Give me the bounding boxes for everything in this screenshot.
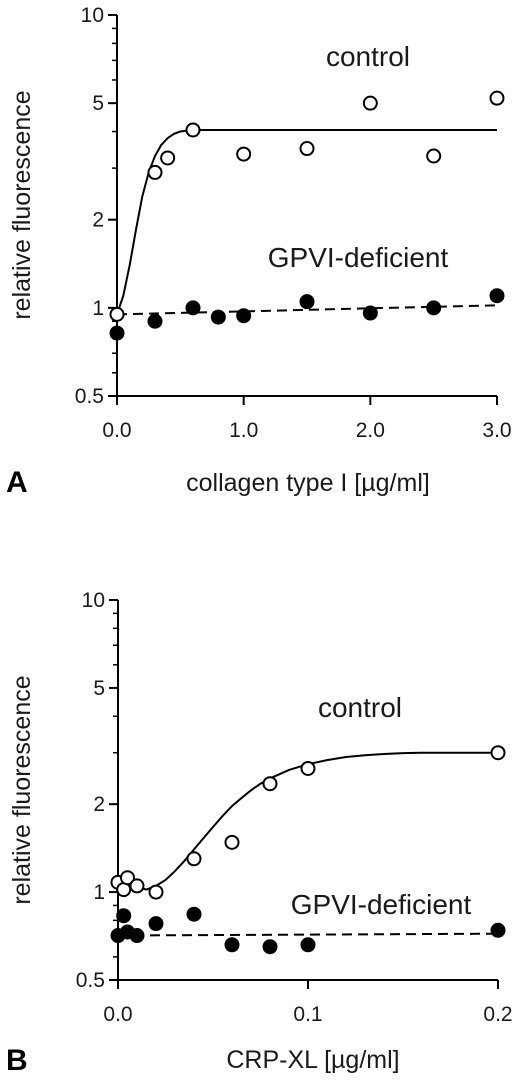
panel-b-gpvi-point bbox=[129, 928, 145, 944]
panel-b-control-fit-line bbox=[117, 751, 498, 891]
panel-b-control-point bbox=[262, 776, 278, 792]
panel-b-control-point bbox=[129, 878, 145, 894]
panel-b-x-tick-label: 0.2 bbox=[483, 1003, 512, 1026]
panel-b-x-axis-title: CRP-XL [µg/ml] bbox=[226, 1046, 399, 1074]
panel-b: relative fluorescence CRP-XL [µg/ml] con… bbox=[6, 589, 513, 1077]
panel-b-control-point bbox=[224, 834, 240, 850]
panel-b-control-point bbox=[120, 870, 135, 886]
panel-b-y-tick-label: 1 bbox=[93, 881, 105, 904]
panel-a-control-point bbox=[109, 306, 125, 322]
panel-a-gpvi-point bbox=[362, 305, 378, 321]
panel-a-x-axis-title: collagen type I [µg/ml] bbox=[186, 469, 430, 497]
panel-a-control-point bbox=[236, 146, 252, 162]
panel-b-letter: B bbox=[6, 1044, 28, 1077]
panel-a-gpvi-point bbox=[299, 294, 315, 310]
panel-a-x-tick-label: 3.0 bbox=[482, 419, 511, 442]
panel-b-control-point bbox=[186, 851, 202, 867]
panel-a-gpvi-label: GPVI-deficient bbox=[268, 242, 449, 273]
panel-a-control-fit-line bbox=[116, 129, 497, 315]
panel-b-gpvi-point bbox=[224, 937, 240, 953]
panel-a-control-point bbox=[185, 122, 201, 138]
panel-b-y-axis-title: relative fluorescence bbox=[8, 675, 36, 904]
panel-a-y-tick-label: 10 bbox=[81, 4, 104, 27]
panel-a-control-point bbox=[489, 90, 505, 106]
panel-a-x-tick-label: 0.0 bbox=[102, 419, 131, 442]
panel-b-gpvi-point bbox=[262, 939, 278, 955]
panel-b-y-tick-label: 0.5 bbox=[76, 969, 105, 992]
panel-b-gpvi-point bbox=[300, 937, 316, 953]
panel-b-gpvi-point bbox=[116, 908, 132, 924]
panel-b-y-tick-label: 2 bbox=[93, 793, 105, 816]
panel-b-gpvi-point bbox=[186, 906, 202, 922]
panel-a-x-tick-label: 1.0 bbox=[229, 419, 258, 442]
panel-a-x-tick-label: 2.0 bbox=[356, 419, 385, 442]
panel-a-y-axis-title: relative fluorescence bbox=[8, 90, 36, 319]
panel-a-letter: A bbox=[6, 466, 28, 499]
panel-a-gpvi-point bbox=[147, 313, 163, 329]
panel-a-gpvi-point bbox=[210, 309, 226, 325]
panel-a-gpvi-point bbox=[109, 325, 125, 341]
panel-a-control-label: control bbox=[326, 41, 410, 72]
panel-a-y-tick-label: 5 bbox=[92, 92, 104, 115]
panel-b-control-label: control bbox=[318, 692, 402, 723]
panel-b-y-tick-label: 10 bbox=[82, 589, 105, 612]
panel-a-y-tick-label: 2 bbox=[92, 209, 104, 232]
panel-a-y-tick-label: 1 bbox=[92, 297, 104, 320]
panel-a-gpvi-point bbox=[489, 288, 505, 304]
panel-a-y-tick-label: 0.5 bbox=[75, 385, 104, 408]
panel-a-control-point bbox=[362, 95, 378, 111]
panel-a-control-point bbox=[299, 141, 315, 157]
panel-a-control-point bbox=[160, 150, 176, 166]
panel-b-gpvi-point bbox=[148, 916, 164, 932]
panel-b-gpvi-point bbox=[490, 922, 506, 938]
panel-b-gpvi-fit-line bbox=[117, 932, 499, 937]
panel-b-control-point bbox=[148, 884, 164, 900]
panel-b-gpvi-label: GPVI-deficient bbox=[291, 889, 472, 920]
panel-b-control-point bbox=[300, 760, 316, 776]
panel-a-control-point bbox=[147, 164, 163, 180]
panel-a-control-point bbox=[426, 148, 442, 164]
panel-b-x-tick-label: 0.0 bbox=[103, 1003, 132, 1026]
panel-b-control-point bbox=[490, 745, 506, 761]
panel-a-gpvi-point bbox=[236, 308, 252, 324]
panel-b-x-tick-label: 0.1 bbox=[293, 1003, 322, 1026]
panel-a-gpvi-point bbox=[426, 300, 442, 316]
panel-b-y-tick-label: 5 bbox=[93, 677, 105, 700]
panel-a: relative fluorescence collagen type I [µ… bbox=[6, 4, 512, 499]
panel-a-gpvi-point bbox=[185, 300, 201, 316]
